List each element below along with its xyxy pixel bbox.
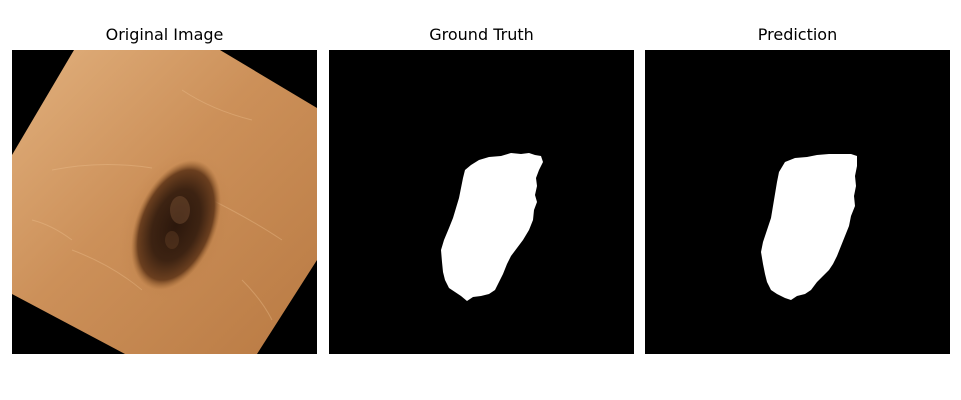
lesion	[131, 160, 221, 290]
ground-truth-title: Ground Truth	[429, 25, 534, 44]
original-image-svg	[12, 50, 317, 354]
prediction-svg	[645, 50, 950, 354]
ground-truth-mask	[441, 153, 543, 301]
prediction-title: Prediction	[757, 25, 838, 44]
ground-truth-panel	[329, 50, 634, 354]
prediction-panel	[645, 50, 950, 354]
ground-truth-svg	[329, 50, 634, 354]
original-image-title: Original Image	[105, 25, 224, 44]
original-image-panel	[12, 50, 317, 354]
prediction-mask	[761, 154, 857, 300]
